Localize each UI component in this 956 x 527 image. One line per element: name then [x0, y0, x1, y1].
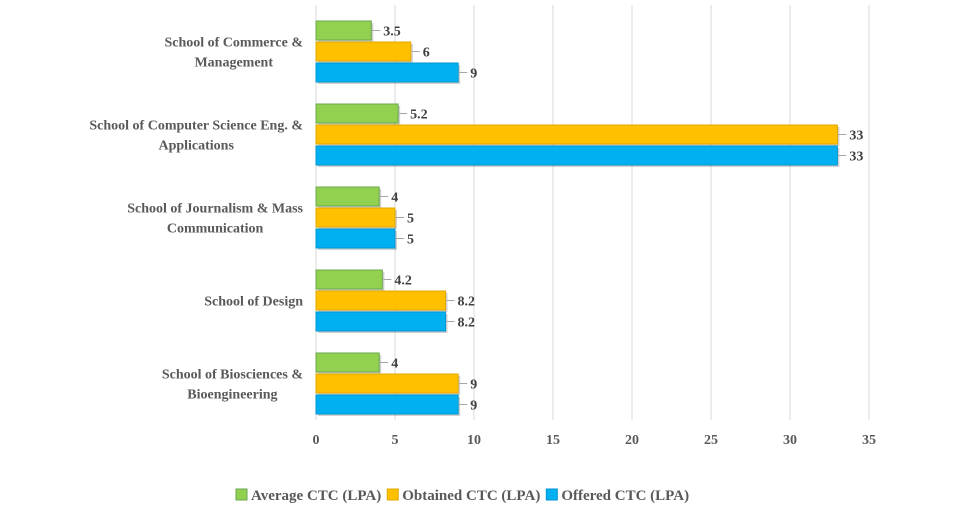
data-label: 6 — [423, 46, 430, 61]
x-tick-label: 10 — [467, 433, 481, 448]
bar-average-ctc-lpa — [315, 103, 399, 124]
legend-swatch — [386, 488, 399, 501]
data-label: 3.5 — [383, 25, 401, 40]
category-label: Management — [194, 56, 273, 71]
category-label: School of Design — [204, 295, 303, 310]
bar-offered-ctc-lpa — [315, 394, 459, 415]
legend-label: Obtained CTC (LPA) — [402, 488, 540, 504]
data-label: 8.2 — [458, 316, 476, 331]
category-label: Applications — [158, 139, 234, 154]
category-label: School of Computer Science Eng. & — [89, 119, 303, 134]
category-label: School of Biosciences & — [162, 368, 303, 383]
legend-swatch — [545, 488, 558, 501]
data-label: 33 — [849, 150, 863, 165]
bar-average-ctc-lpa — [315, 269, 383, 290]
x-tick-label: 30 — [783, 433, 797, 448]
data-label: 9 — [470, 67, 477, 82]
data-label: 8.2 — [458, 295, 476, 310]
legend-label: Average CTC (LPA) — [251, 488, 381, 504]
x-axis-ticks: 0 5 10 15 20 25 30 35 — [313, 433, 877, 448]
bar-obtained-ctc-lpa — [315, 290, 447, 311]
bar-offered-ctc-lpa — [315, 311, 447, 332]
data-label: 33 — [849, 129, 863, 144]
bar-obtained-ctc-lpa — [315, 207, 396, 228]
bar-average-ctc-lpa — [315, 186, 380, 207]
category-label: Bioengineering — [187, 388, 277, 403]
bar-offered-ctc-lpa — [315, 62, 459, 83]
x-tick-label: 5 — [392, 433, 399, 448]
legend-swatch — [235, 488, 248, 501]
data-label: 5.2 — [410, 108, 428, 123]
category-labels: School of Commerce & Management School of … — [89, 36, 303, 403]
x-tick-label: 0 — [313, 433, 320, 448]
bar-obtained-ctc-lpa — [315, 124, 838, 145]
bar-obtained-ctc-lpa — [315, 373, 459, 394]
legend-label: Offered CTC (LPA) — [561, 488, 689, 504]
x-tick-label: 35 — [862, 433, 876, 448]
data-label: 5 — [407, 212, 414, 227]
bar-offered-ctc-lpa — [315, 228, 396, 249]
x-tick-label: 25 — [704, 433, 718, 448]
category-label: School of Journalism & Mass — [127, 202, 303, 217]
legend: Average CTC (LPA) Obtained CTC (LPA) Offer… — [235, 488, 689, 504]
bar-average-ctc-lpa — [315, 20, 372, 41]
data-label: 9 — [470, 378, 477, 393]
data-label: 5 — [407, 233, 414, 248]
x-tick-label: 20 — [625, 433, 639, 448]
data-label: 4.2 — [394, 274, 412, 289]
bars — [315, 20, 840, 416]
category-label: Communication — [167, 222, 264, 237]
category-label: School of Commerce & — [164, 36, 303, 51]
bar-offered-ctc-lpa — [315, 145, 838, 166]
data-label: 9 — [470, 399, 477, 414]
data-label: 4 — [391, 357, 398, 372]
bar-obtained-ctc-lpa — [315, 41, 412, 62]
x-tick-label: 15 — [546, 433, 560, 448]
bar-average-ctc-lpa — [315, 352, 380, 373]
data-label: 4 — [391, 191, 398, 206]
